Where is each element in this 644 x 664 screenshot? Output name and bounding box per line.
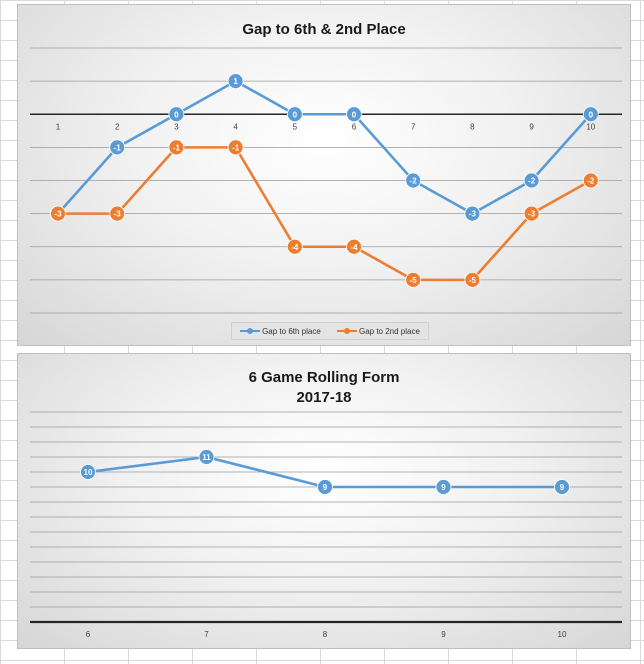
x-tick-label: 4 — [233, 122, 238, 131]
legend-swatch-2nd-icon — [336, 327, 357, 335]
chart-legend: Gap to 6th place Gap to 2nd place — [231, 322, 429, 340]
data-label: 0 — [352, 110, 357, 119]
data-point — [109, 205, 126, 222]
legend-item-2nd: Gap to 2nd place — [336, 326, 420, 336]
data-label: -2 — [528, 177, 536, 186]
data-label: 11 — [202, 453, 211, 462]
data-point — [227, 139, 244, 156]
data-point — [80, 464, 96, 480]
legend-swatch-6th-icon — [240, 327, 261, 335]
data-point — [168, 106, 185, 123]
x-tick-label: 1 — [56, 122, 61, 131]
data-label: 0 — [174, 110, 179, 119]
x-tick-label: 3 — [174, 122, 179, 131]
data-point — [464, 205, 481, 222]
x-tick-label: 8 — [323, 630, 328, 639]
chart-subtitle: 2017-18 — [296, 389, 352, 406]
data-label: 1 — [233, 77, 238, 86]
data-point — [109, 139, 126, 156]
data-point — [168, 139, 185, 156]
series-line-2 — [58, 146, 592, 282]
data-label: -3 — [528, 210, 536, 219]
data-label: -2 — [410, 177, 418, 186]
x-tick-label: 7 — [204, 630, 209, 639]
data-point — [464, 271, 481, 288]
series-line-1 — [57, 79, 592, 215]
data-point — [227, 73, 244, 90]
data-label: 9 — [560, 483, 565, 492]
data-label: -5 — [469, 276, 477, 285]
data-label: 9 — [441, 483, 446, 492]
x-tick-label: 6 — [86, 630, 91, 639]
data-label: -1 — [232, 143, 240, 152]
legend-item-6th: Gap to 6th place — [240, 327, 321, 336]
legend-label-6th: Gap to 6th place — [262, 326, 321, 336]
data-point — [582, 106, 599, 123]
data-point — [523, 172, 540, 189]
chart-title: 6 Game Rolling Form — [248, 369, 400, 386]
data-label: 10 — [84, 468, 93, 477]
rolling-form-chart: 6 Game Rolling Form 2017-18 6 7 8 9 10 10 11 9 9… — [17, 353, 631, 649]
data-label: -1 — [114, 143, 122, 152]
data-point — [435, 479, 452, 495]
data-label: -1 — [173, 143, 181, 152]
rolling-form-plot: 6 7 8 9 10 10 11 9 9 9 — [30, 411, 622, 639]
data-point — [346, 238, 362, 255]
data-point — [405, 172, 422, 189]
x-tick-label: 10 — [586, 122, 595, 131]
data-label: 0 — [589, 110, 594, 119]
chart-title: Gap to 6th & 2nd Place — [242, 21, 406, 38]
x-tick-label: 9 — [529, 122, 534, 131]
x-tick-label: 9 — [441, 630, 446, 639]
data-point — [405, 271, 422, 288]
data-label: -4 — [350, 243, 358, 252]
data-point — [50, 205, 66, 222]
data-label: -5 — [410, 276, 418, 285]
data-point — [317, 479, 333, 495]
x-tick-label: 10 — [558, 630, 567, 639]
x-tick-label: 5 — [293, 122, 298, 131]
data-point — [554, 479, 570, 495]
data-point — [286, 106, 303, 123]
x-tick-label: 7 — [411, 122, 416, 131]
data-label: 0 — [293, 110, 298, 119]
data-point — [198, 449, 215, 465]
data-label: -4 — [291, 243, 299, 252]
data-label: -3 — [114, 210, 122, 219]
x-tick-label: 8 — [470, 122, 475, 131]
x-tick-label: 6 — [352, 122, 357, 131]
gap-chart-plot: 12345678910-3-10100-2-3-20-3-3-1-1-4-4-5… — [30, 47, 622, 314]
data-point — [523, 205, 540, 222]
gap-chart: Gap to 6th & 2nd Place 12345678910-3-101… — [17, 4, 631, 346]
data-label: 9 — [323, 483, 328, 492]
data-label: -3 — [469, 210, 477, 219]
legend-label-2nd: Gap to 2nd place — [358, 326, 420, 336]
data-point — [346, 106, 362, 123]
data-label: -3 — [54, 210, 62, 219]
data-point — [286, 238, 303, 255]
x-tick-label: 2 — [115, 122, 120, 131]
data-point — [582, 172, 599, 189]
data-label: -2 — [587, 177, 595, 186]
